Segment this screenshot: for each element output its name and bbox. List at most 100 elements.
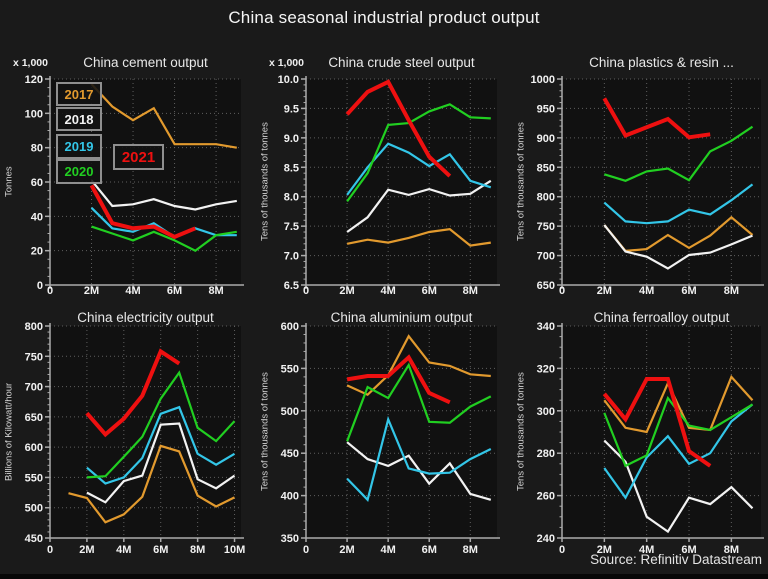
svg-text:950: 950	[537, 103, 555, 115]
svg-text:6M: 6M	[422, 544, 437, 556]
source-attribution: Source: Refinitiv Datastream	[590, 552, 762, 567]
svg-text:700: 700	[25, 382, 43, 394]
svg-text:750: 750	[537, 221, 555, 233]
svg-text:0: 0	[559, 544, 565, 556]
legend-item-2017: 2017	[56, 82, 102, 106]
svg-text:100: 100	[25, 108, 43, 120]
chart-panel-ferroalloy: 240 260 280 300 320 340 0 2M 4M 6M 8M China ferroa…	[512, 295, 768, 561]
svg-text:320: 320	[537, 363, 555, 375]
svg-text:260: 260	[537, 491, 555, 503]
cement-plot: 0 20 40 60 80 100 120 0 2M 4M 6M 8M	[25, 74, 244, 295]
svg-text:40: 40	[31, 211, 43, 223]
svg-text:8.5: 8.5	[284, 162, 299, 174]
svg-text:0: 0	[47, 285, 53, 295]
svg-text:9.0: 9.0	[284, 133, 299, 145]
svg-text:300: 300	[537, 406, 555, 418]
svg-text:650: 650	[537, 280, 555, 292]
svg-text:6M: 6M	[681, 285, 696, 295]
svg-text:2M: 2M	[84, 285, 99, 295]
svg-text:8M: 8M	[724, 285, 739, 295]
svg-text:350: 350	[281, 533, 299, 545]
svg-text:8M: 8M	[463, 544, 478, 556]
svg-text:750: 750	[25, 351, 43, 363]
chart-title: China cement output	[83, 55, 208, 70]
y-axis-label: Tens of thousands of tonnes	[259, 122, 271, 242]
svg-text:6.5: 6.5	[284, 280, 299, 292]
y-axis-unit-label: x 1,000	[12, 57, 48, 69]
chart-title: China plastics & resin ...	[589, 55, 734, 70]
svg-text:700: 700	[537, 251, 555, 263]
svg-text:0: 0	[47, 544, 53, 556]
svg-text:500: 500	[281, 406, 299, 418]
chart-title: China crude steel output	[328, 55, 475, 70]
bottom-strip	[0, 574, 768, 579]
svg-text:4M: 4M	[639, 544, 654, 556]
chart-panel-cement: 0 20 40 60 80 100 120 0 2M 4M 6M 8M China cement ou…	[0, 45, 256, 295]
svg-text:2M: 2M	[597, 285, 612, 295]
svg-text:4M: 4M	[125, 285, 140, 295]
svg-text:0: 0	[303, 285, 309, 295]
y-axis-unit-label: x 1,000	[268, 57, 304, 69]
svg-text:20: 20	[31, 246, 43, 258]
svg-text:4M: 4M	[639, 285, 654, 295]
y-axis-label: Tens of thousands of tonnes	[515, 372, 527, 492]
svg-text:550: 550	[281, 363, 299, 375]
chart-title: China aluminium output	[330, 310, 473, 325]
svg-text:2M: 2M	[79, 544, 94, 556]
y-axis-label: Tens of thousands of tonnes	[515, 122, 527, 242]
y-axis-label: Tonnes	[3, 166, 15, 198]
svg-text:2M: 2M	[339, 285, 354, 295]
legend-item-2020: 2020	[56, 159, 102, 184]
svg-text:0: 0	[559, 285, 565, 295]
svg-text:400: 400	[281, 491, 299, 503]
y-axis-label: Billions of Kilowatt/hour	[3, 382, 15, 482]
electricity-plot: 450 500 550 600 650 700 750 800 0 2M 4M 6M 8M 10M	[25, 321, 246, 556]
svg-text:6M: 6M	[153, 544, 168, 556]
page-title: China seasonal industrial product output	[228, 8, 540, 27]
svg-text:9.5: 9.5	[284, 103, 299, 115]
svg-text:6M: 6M	[167, 285, 182, 295]
svg-text:10M: 10M	[224, 544, 245, 556]
chart-panel-crude-steel: 6.5 7.0 7.5 8.0 8.5 9.0 9.5 10.0 0 2M 4M 6M 8M China…	[256, 45, 512, 295]
svg-text:8.0: 8.0	[284, 192, 299, 204]
chart-panel-electricity: 450 500 550 600 650 700 750 800 0 2M 4M 6M 8M 10M Chi…	[0, 295, 256, 561]
svg-text:60: 60	[31, 177, 43, 189]
legend-item-2019: 2019	[56, 134, 102, 159]
svg-text:80: 80	[31, 143, 43, 155]
svg-text:600: 600	[25, 442, 43, 454]
legend-item-2018: 2018	[56, 107, 102, 131]
svg-text:240: 240	[537, 533, 555, 545]
aluminium-plot: 350 400 450 500 550 600 0 2M 4M 6M 8M	[281, 321, 500, 556]
svg-text:850: 850	[537, 162, 555, 174]
svg-text:8M: 8M	[463, 285, 478, 295]
svg-text:1000: 1000	[531, 74, 555, 86]
svg-text:10.0: 10.0	[278, 74, 299, 86]
svg-text:450: 450	[281, 448, 299, 460]
chart-title: China electricity output	[77, 310, 214, 325]
legend-item-2021: 2021	[113, 144, 164, 170]
svg-text:4M: 4M	[381, 285, 396, 295]
svg-text:8M: 8M	[190, 544, 205, 556]
svg-text:0: 0	[37, 280, 43, 292]
svg-text:2M: 2M	[597, 544, 612, 556]
svg-text:280: 280	[537, 448, 555, 460]
svg-text:800: 800	[537, 192, 555, 204]
svg-text:6M: 6M	[681, 544, 696, 556]
svg-text:120: 120	[25, 74, 43, 86]
svg-text:450: 450	[25, 533, 43, 545]
svg-text:500: 500	[25, 503, 43, 515]
svg-text:0: 0	[303, 544, 309, 556]
chart-panel-aluminium: 350 400 450 500 550 600 0 2M 4M 6M 8M China alumin…	[256, 295, 512, 561]
svg-text:800: 800	[25, 321, 43, 333]
svg-text:340: 340	[537, 321, 555, 333]
chart-title: China ferroalloy output	[593, 310, 730, 325]
svg-text:550: 550	[25, 472, 43, 484]
svg-text:6M: 6M	[422, 285, 437, 295]
svg-text:8M: 8M	[208, 285, 223, 295]
svg-text:600: 600	[281, 321, 299, 333]
svg-text:7.5: 7.5	[284, 221, 299, 233]
svg-text:4M: 4M	[116, 544, 131, 556]
svg-text:8M: 8M	[724, 544, 739, 556]
y-axis-label: Tens of thousands of tonnes	[259, 372, 271, 492]
